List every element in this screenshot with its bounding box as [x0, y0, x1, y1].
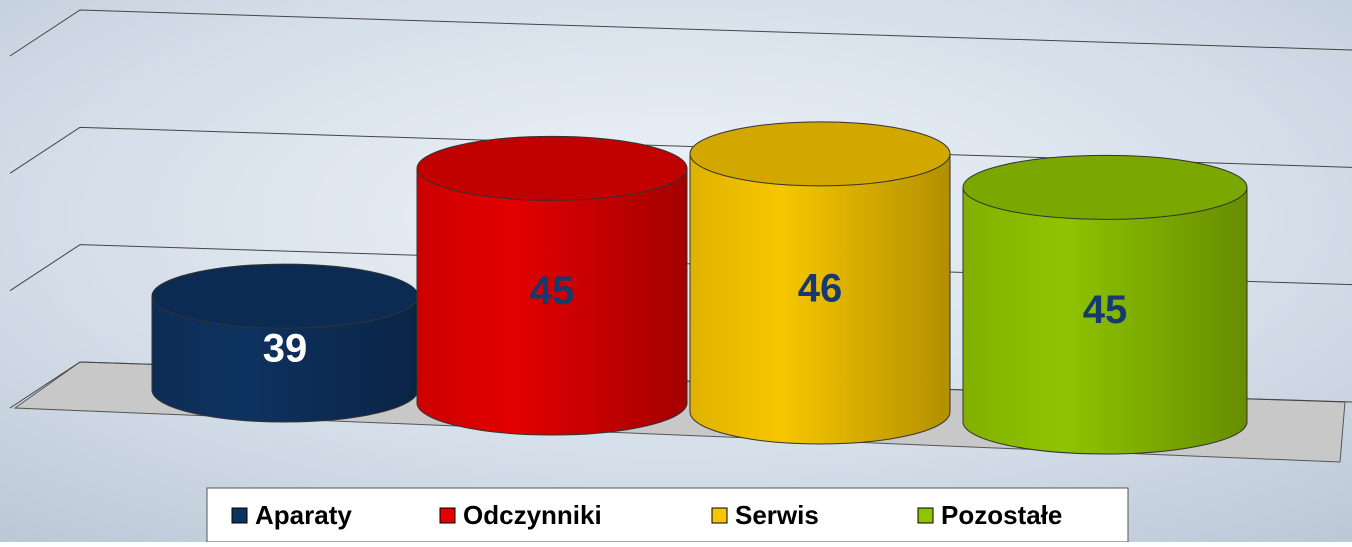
bar-top: [416, 135, 688, 201]
value-label: 45: [1083, 288, 1128, 332]
value-label: 45: [530, 269, 575, 313]
legend-swatch: [439, 507, 456, 524]
bar: [689, 153, 951, 445]
bar-top: [689, 121, 951, 187]
bar-top: [151, 263, 419, 329]
cylinder: 39: [151, 263, 419, 423]
cylinder: 46: [689, 121, 951, 445]
legend-label: Pozostałe: [941, 500, 1062, 530]
cylinder: 45: [962, 154, 1248, 455]
bar: [416, 167, 688, 436]
value-label: 39: [263, 327, 308, 371]
value-label: 46: [798, 266, 843, 310]
bar: [962, 186, 1248, 455]
legend-label: Serwis: [735, 500, 819, 530]
legend-swatch: [917, 507, 934, 524]
legend-swatch: [231, 507, 248, 524]
legend-label: Aparaty: [255, 500, 352, 530]
cylinder: 45: [416, 135, 688, 436]
legend-swatch: [711, 507, 728, 524]
grid-line: [9, 9, 1352, 57]
legend: [206, 487, 1129, 543]
bar-top: [962, 154, 1248, 220]
legend-label: Odczynniki: [463, 500, 602, 530]
bar: [151, 295, 419, 423]
